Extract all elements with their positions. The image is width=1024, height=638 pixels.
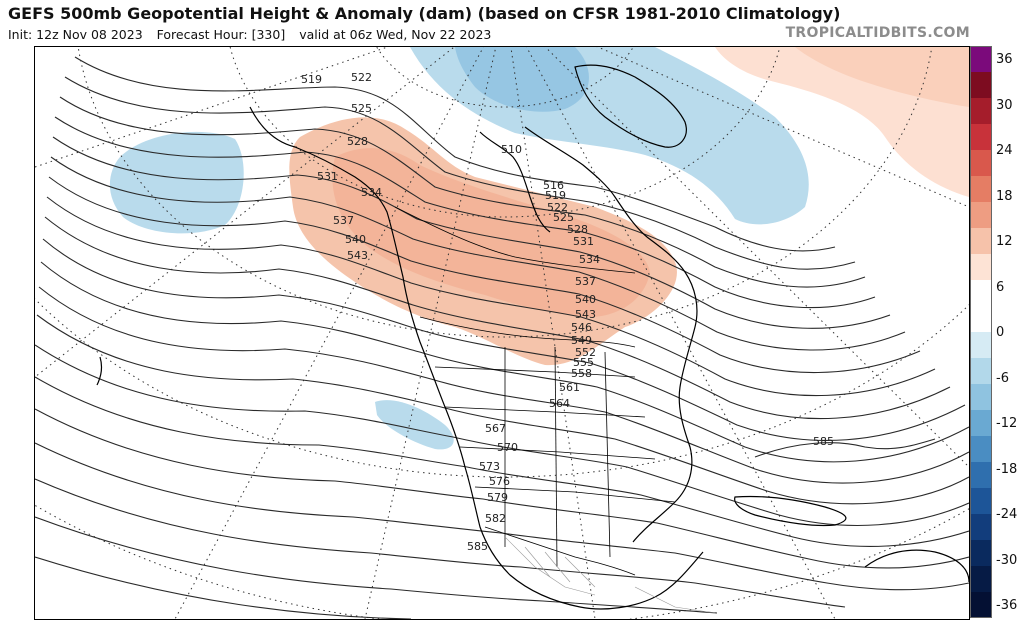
contour-label: 531 [573,235,594,248]
mexico-states [504,536,716,614]
colorbar-swatch [970,46,992,73]
colorbar-swatch [970,592,992,618]
contour-label: 525 [553,211,574,224]
contour-label: 534 [361,186,382,199]
negative-anomaly-shading [109,47,809,450]
colorbar-tick-label: 12 [996,234,1013,249]
contour-label: 567 [485,422,506,435]
graticule [35,47,969,619]
contour-label: 585 [467,540,488,553]
positive-anomaly-shading [289,47,969,366]
colorbar-tick-label: -12 [996,416,1018,431]
contour-label: 519 [301,73,322,86]
map-panel: 519 522 525 528 531 534 537 540 543 510 … [34,46,970,620]
valid-time: valid at 06z Wed, Nov 22 2023 [299,27,492,42]
contour-label: 537 [333,214,354,227]
forecast-hour: Forecast Hour: [330] [156,27,286,42]
contour-label: 525 [351,102,372,115]
colorbar-tick-label: -18 [996,461,1018,477]
colorbar-swatch [970,358,992,385]
contour-label: 528 [567,223,588,236]
chart-title: GEFS 500mb Geopotential Height & Anomaly… [8,4,841,23]
contour-label: 540 [575,293,596,306]
contour-label: 558 [571,367,592,380]
contour-label: 522 [547,201,568,214]
contour-label: 546 [571,321,592,334]
brand-watermark: TROPICALTIDBITS.COM [785,25,970,41]
contour-label: 570 [497,441,518,454]
contour-label: 573 [479,460,500,473]
contour-label: 537 [575,275,596,288]
colorbar-tick-label: 36 [996,52,1013,67]
contour-label: 543 [347,249,368,262]
colorbar-swatch [970,462,992,489]
colorbar-swatch [970,202,992,229]
contour-label: 555 [573,356,594,369]
colorbar-swatch [970,254,992,281]
colorbar-tick-label: -30 [996,552,1018,568]
contour-label: 582 [485,512,506,525]
contour-label: 552 [575,346,596,359]
contour-label: 534 [579,253,600,266]
colorbar-swatch [970,436,992,463]
colorbar-tick-label: -6 [996,370,1009,386]
colorbar-swatch [970,410,992,437]
contour-labels: 519 522 525 528 531 534 537 540 543 510 … [301,71,834,553]
coastlines [96,64,969,610]
colorbar-swatch [970,228,992,255]
contour-label: 561 [559,381,580,394]
colorbar-swatch [970,488,992,515]
contour-label: 531 [317,170,338,183]
map-svg: 519 522 525 528 531 534 537 540 543 510 … [35,47,969,619]
borders [394,206,676,576]
contour-label: 564 [549,397,570,410]
contour-label: 510 [501,143,522,156]
contour-label: 549 [571,334,592,347]
colorbar-swatch [970,280,992,307]
contour-label: 576 [489,475,510,488]
colorbar-swatch [970,176,992,203]
colorbar-swatch [970,150,992,177]
colorbar-swatch [970,72,992,99]
colorbar-swatch [970,566,992,593]
init-time: Init: 12z Nov 08 2023 [8,27,143,42]
contour-label: 585 [813,435,834,448]
colorbar-tick-label: 0 [996,325,1005,340]
contour-label: 519 [545,189,566,202]
colorbar-tick-label: -36 [996,598,1018,613]
contour-label: 543 [575,308,596,321]
height-contours [35,56,969,619]
colorbar-tick-label: -24 [996,507,1018,522]
contour-label: 516 [543,179,564,192]
colorbar [970,46,992,618]
colorbar-swatch [970,540,992,567]
colorbar-swatch [970,124,992,151]
colorbar-swatch [970,384,992,411]
colorbar-tick-label: 24 [996,143,1013,158]
contour-label: 579 [487,491,508,504]
colorbar-tick-label: 6 [996,279,1005,295]
colorbar-swatch [970,332,992,359]
contour-label: 540 [345,233,366,246]
colorbar-swatch [970,514,992,541]
chart-subtitle: Init: 12z Nov 08 2023 Forecast Hour: [33… [8,27,501,42]
contour-label: 528 [347,135,368,148]
colorbar-swatch [970,306,992,333]
colorbar-tick-label: 18 [996,188,1013,204]
colorbar-swatch [970,98,992,125]
contour-label: 522 [351,71,372,84]
colorbar-tick-label: 30 [996,97,1013,113]
